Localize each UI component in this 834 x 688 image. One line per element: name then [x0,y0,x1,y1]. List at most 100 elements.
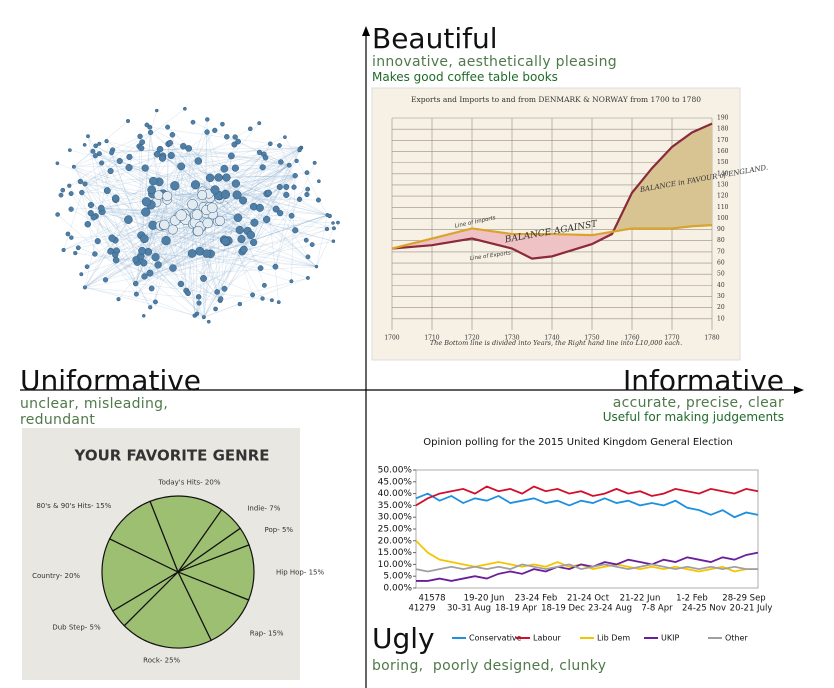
network-node [288,212,295,219]
network-edge [266,193,309,258]
network-edge [87,224,137,295]
network-node [214,289,220,295]
network-edge [291,162,315,216]
network-node [336,220,340,225]
y-tick-label: 35.00% [378,501,413,511]
network-node [231,164,239,172]
network-node [169,131,176,138]
x-tick-label: 21-24 Oct [567,594,610,604]
legend-label: UKIP [661,634,679,643]
network-node [304,191,310,198]
slice-label: Rap- 15% [250,629,284,637]
network-node [256,149,263,156]
network-edge [135,251,149,284]
network-edge [150,132,211,179]
network-node [235,225,244,234]
network-edge [266,193,292,217]
network-edge [200,227,221,301]
network-node [87,210,94,217]
network-node [67,148,72,153]
network-edge [81,153,264,193]
network-edge [226,147,302,178]
network-edge [172,134,196,316]
network-edge [194,144,235,316]
network-edge [92,150,203,192]
network-node [55,212,60,217]
label-note: Useful for making judgements [602,410,784,424]
network-edge [135,193,268,284]
legend-label: Other [725,634,748,643]
network-node [167,151,175,160]
y-tick-label: 70 [717,248,725,255]
network-edge [203,206,334,242]
network-node [261,282,267,288]
arrow-head [362,26,370,36]
network-node [314,264,319,269]
network-node [195,294,202,300]
network-node [331,221,335,225]
network-node [260,296,265,301]
network-node [77,178,84,185]
network-edge [265,157,290,166]
network-node [220,189,231,199]
network-node [125,118,131,124]
network-edge [111,152,142,236]
network-edge [94,191,203,255]
network-edge [218,175,296,178]
network-node [79,272,84,277]
network-node [159,219,170,230]
network-edge [92,150,196,216]
network-node [232,134,238,140]
network-node [162,191,173,202]
network-node [185,290,191,297]
x-tick-label: 23-24 Aug [588,604,632,614]
network-edge [162,155,317,267]
x-tick-label: 30-31 Aug [447,604,491,614]
network-node [220,121,225,127]
network-node [278,159,284,165]
network-edge [275,175,296,267]
network-edge [84,287,196,316]
network-edge [299,199,328,216]
network-node [222,173,231,182]
network-node [133,291,139,297]
label-title: Beautiful [372,22,498,55]
network-node [277,143,282,148]
network-edge [73,166,204,208]
network-node [276,300,281,305]
network-edge [155,264,159,302]
y-tick-label: 50.00% [378,466,413,476]
label-title: Ugly [372,622,435,655]
network-node [116,297,121,302]
y-tick-label: 5.00% [383,572,412,582]
network-node [141,273,148,280]
slice-label: Hip Hop- 15% [276,569,325,577]
network-edge [87,136,145,277]
network-edge [87,136,102,209]
network-node [87,201,94,209]
network-node [269,298,274,303]
network-node [305,275,310,280]
network-node [221,236,230,246]
network-edge [174,185,239,218]
network-node [214,173,223,182]
network-edge [194,175,296,316]
network-node [169,264,177,272]
network-node [327,213,332,219]
y-tick-label: 80 [717,237,725,244]
y-tick-label: 30.00% [378,513,413,523]
y-tick-label: 10 [717,315,725,322]
network-edge [63,191,203,251]
network-node [69,235,74,240]
slice-label: Today's Hits- 20% [158,479,221,487]
network-node [192,313,197,318]
y-tick-label: 50 [717,271,725,278]
network-edge [119,147,302,162]
network-node [90,214,97,221]
network-node [61,247,66,253]
network-node [272,205,280,213]
network-node [139,139,146,146]
x-tick-label: 20-21 July [730,604,773,614]
y-tick-label: 40.00% [378,489,413,499]
polling-background [372,428,776,650]
